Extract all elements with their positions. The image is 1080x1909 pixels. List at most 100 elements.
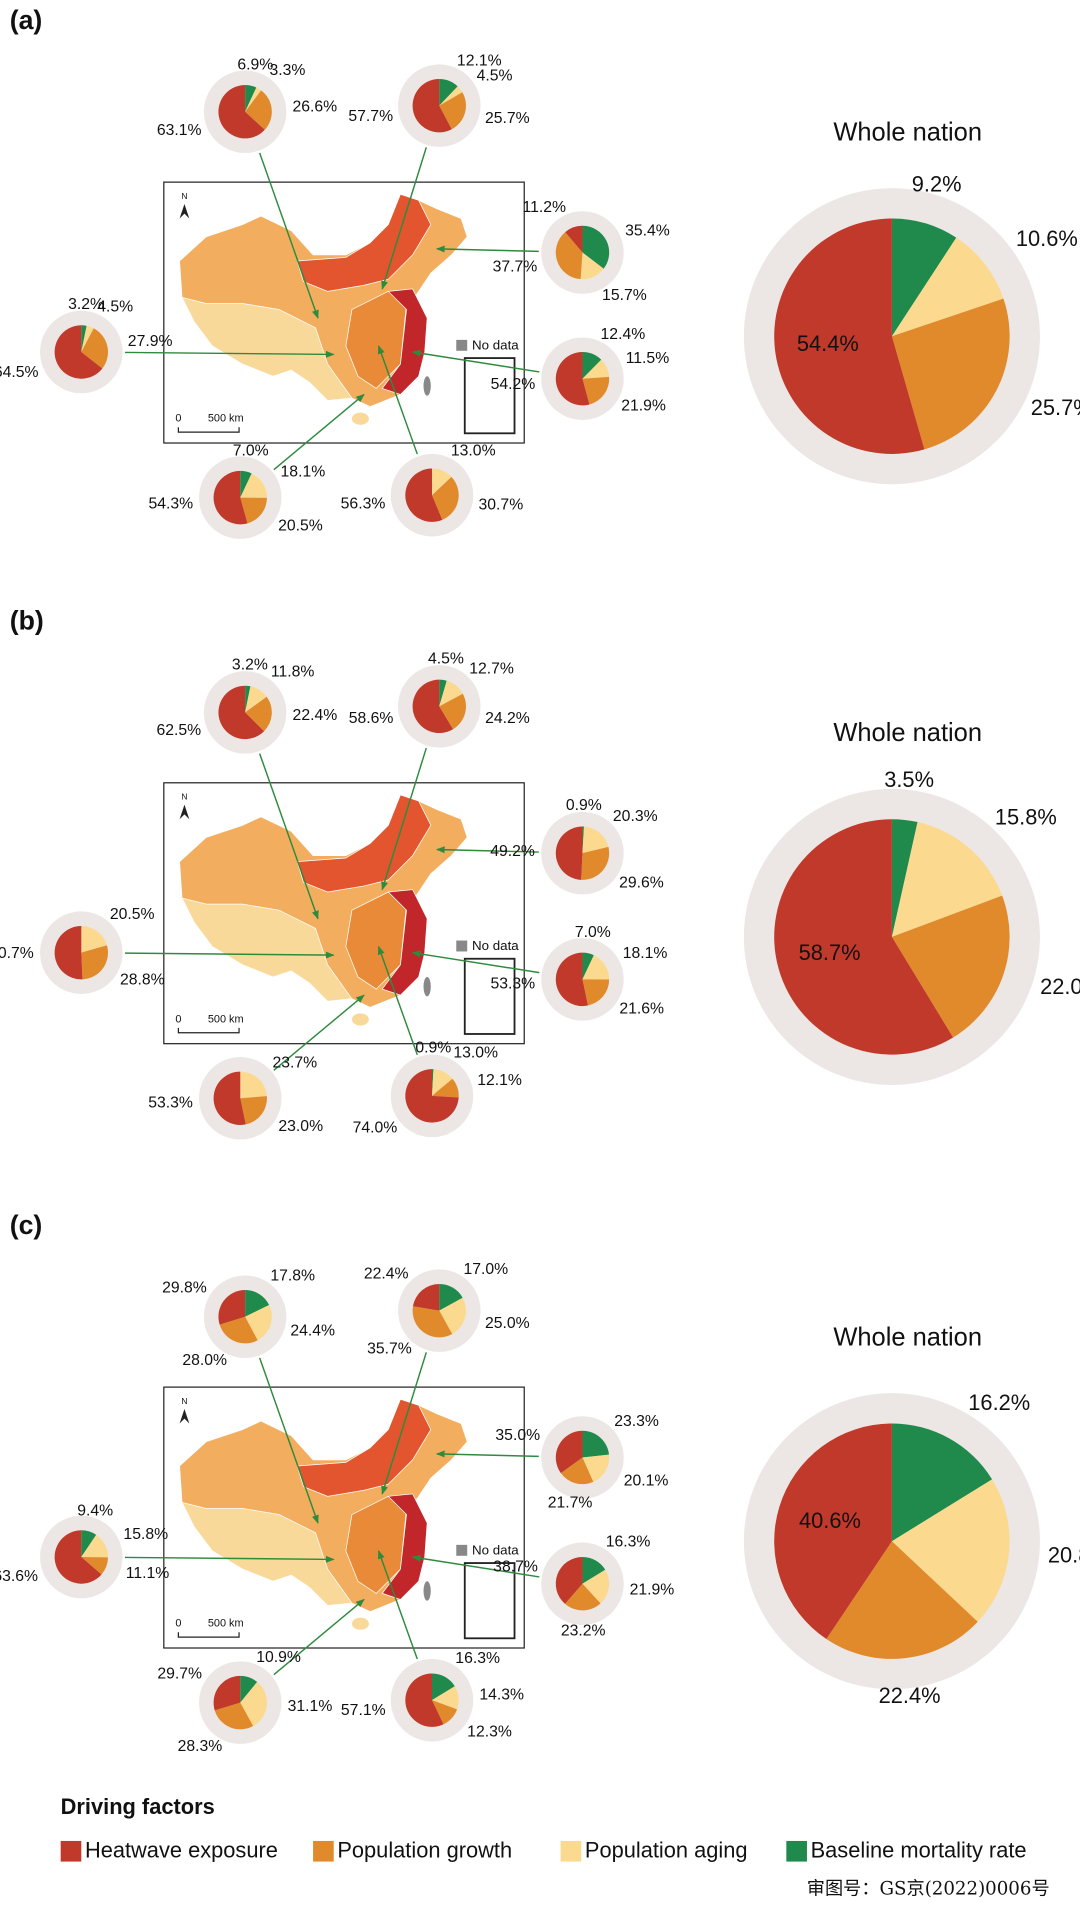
data-label: 10.6% (1016, 226, 1078, 251)
pie-slice (555, 952, 588, 1007)
data-label: 18.1% (623, 945, 668, 962)
pie-slice (555, 1556, 583, 1604)
pie-slice (218, 685, 265, 740)
data-label: 14.3% (479, 1687, 524, 1704)
data-label: 22.4% (879, 1683, 941, 1708)
panel: (c) No data N 0 500 km 17.8% 24.4% 28.0% 29.8% 17… (0, 1210, 1080, 1755)
data-label: 20.5% (110, 906, 155, 923)
pointer-arrow (411, 349, 540, 373)
data-label: 35.4% (625, 223, 670, 240)
pie-slice (245, 90, 272, 130)
data-label: 15.7% (602, 287, 647, 304)
data-label: 16.2% (968, 1390, 1030, 1415)
data-label: 57.1% (341, 1702, 386, 1719)
pie-slice (555, 232, 583, 280)
pie-slice (240, 1675, 258, 1703)
pointer-arrow (411, 1554, 540, 1578)
pie-slice (219, 1316, 258, 1344)
map-region (296, 193, 432, 292)
pie-slice (774, 819, 954, 1055)
legend-label: Heatwave exposure (85, 1838, 278, 1863)
legend-label: Baseline mortality rate (811, 1838, 1027, 1863)
data-label: 58.6% (349, 710, 394, 727)
pie-slice (582, 1556, 606, 1584)
data-label: 16.3% (606, 1533, 651, 1550)
scale-label: 500 km (208, 413, 244, 425)
data-label: 28.0% (182, 1352, 227, 1369)
data-label: 11.1% (126, 1565, 170, 1582)
map-region (423, 976, 431, 997)
pie-slice (891, 822, 1003, 937)
data-label: 38.7% (493, 1558, 538, 1575)
approval-number: 审图号：GS京(2022)0006号 (807, 1878, 1050, 1899)
pie-slice (582, 1430, 610, 1458)
data-label: 7.0% (575, 924, 611, 941)
pointer-arrow (377, 945, 418, 1055)
pie-slice (240, 470, 252, 498)
data-label: 57.7% (348, 108, 393, 125)
pie-slice (81, 325, 94, 353)
pie-slice (240, 497, 267, 524)
data-label: 22.0% (1040, 974, 1080, 999)
data-label: 25.0% (485, 1315, 530, 1332)
data-label: 20.3% (613, 808, 658, 825)
data-label: 12.4% (601, 326, 646, 343)
panel-label: (c) (10, 1210, 43, 1240)
data-label: 21.9% (630, 1581, 675, 1598)
pie-slice (565, 1583, 601, 1611)
pie-slice (81, 328, 109, 369)
pie-slice (81, 1534, 108, 1558)
map-region (181, 296, 353, 401)
pie-slice (412, 1283, 440, 1311)
pie-slice (213, 470, 248, 525)
map-frame (163, 782, 525, 1045)
data-label: 0.9% (415, 1039, 451, 1056)
data-label: 18.1% (281, 463, 326, 480)
data-label: 26.6% (292, 99, 337, 116)
data-label: 27.9% (128, 333, 173, 350)
map-region (351, 412, 369, 425)
pie-slice (240, 1096, 267, 1125)
pie-slice (439, 78, 458, 106)
pie-slice (213, 1675, 241, 1711)
data-label: 28.3% (178, 1738, 223, 1755)
pie-slice (555, 1430, 583, 1474)
no-data-swatch (456, 940, 468, 952)
pie-slice (582, 352, 602, 379)
pie-slice (582, 225, 610, 269)
map-region (423, 376, 431, 396)
data-label: 15.8% (123, 1526, 168, 1543)
data-label: 13.0% (453, 1045, 498, 1062)
pie-slice (582, 359, 610, 379)
data-label: 63.1% (157, 122, 202, 139)
pie-slice (412, 679, 454, 734)
data-label: 21.6% (619, 1001, 664, 1018)
pie-slice (439, 1283, 463, 1311)
pie-title: Whole nation (833, 1323, 982, 1351)
legend-swatch (786, 1840, 807, 1862)
pie-slice (891, 237, 1004, 337)
pie-slice (774, 1423, 892, 1639)
data-label: 0.9% (566, 797, 602, 814)
north-label: N (181, 1396, 187, 1406)
legend-label: Population growth (337, 1838, 512, 1863)
data-label: 25.7% (485, 110, 530, 127)
pointer-arrow (435, 846, 539, 854)
data-label: 4.5% (428, 650, 464, 667)
data-label: 3.2% (68, 296, 104, 313)
map-region (296, 1398, 432, 1497)
data-label: 63.6% (0, 1568, 38, 1585)
map-region (351, 1013, 369, 1026)
inset-frame (463, 957, 516, 1035)
pie-slice (245, 696, 272, 732)
pie-slice (432, 1700, 458, 1725)
data-label: 20.5% (278, 518, 323, 535)
pie-slice (555, 352, 590, 406)
data-label: 23.2% (561, 1622, 606, 1639)
pie-slice (774, 218, 925, 454)
pie-slice (439, 1297, 466, 1335)
pie-slice (891, 218, 957, 337)
data-label: 25.7% (1031, 395, 1080, 420)
legend-title: Driving factors (61, 1794, 215, 1819)
pie-slice (432, 1686, 459, 1710)
